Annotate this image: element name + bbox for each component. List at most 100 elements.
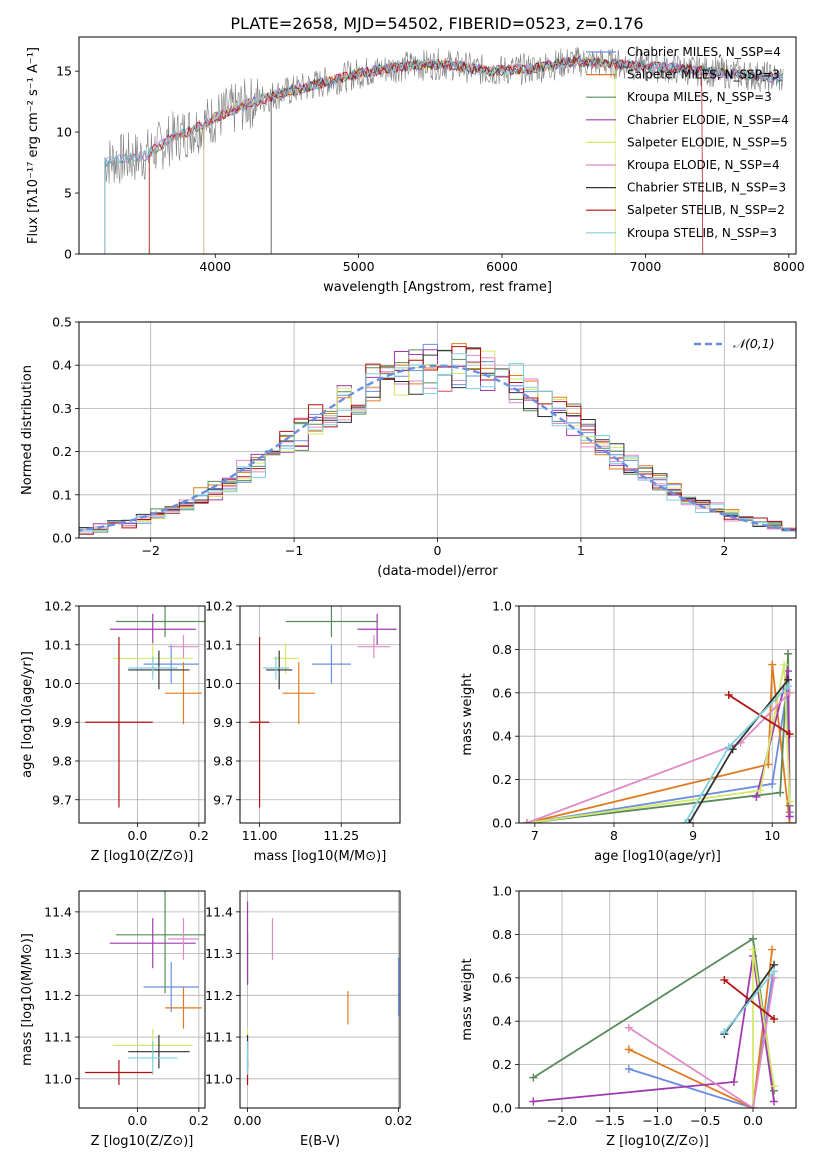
data-point-yellow [780,660,789,669]
y-axis-label: Normed distribution [20,365,35,495]
axes-frame [518,890,797,1109]
data-point-green [529,1073,538,1082]
y-tick-label: 11.1 [205,1030,233,1045]
plot-area-5 [85,891,205,1086]
y-tick-label: 0.6 [492,685,512,700]
legend-entry: Chabrier STELIB, N_SSP=3 [627,181,786,195]
x-tick-label: −2 [141,543,159,558]
x-axis-label: E(B-V) [300,1134,340,1149]
axes-3: 11.00 11.25 9.7 9.8 9.9 10.0 10.1 10.2 mass [log… [205,599,400,864]
data-point-red [720,975,729,984]
y-tick-label: 11.4 [205,904,233,919]
axes-frame [78,605,206,824]
y-axis-label: mass [log10(M/M⊙)] [20,933,35,1066]
x-tick-label: 11.00 [242,828,278,843]
y-tick-label: 10 [56,125,72,140]
model-spectrum-black [270,54,783,254]
series-line-pink [526,692,791,823]
data-point-yellow [756,786,765,795]
legend-entry: 𝒩(0,1) [733,336,775,351]
plot-area-6 [246,901,400,1086]
legend: Chabrier MILES, N_SSP=4 Salpeter MILES, N… [586,45,789,240]
data-point-red [770,1015,779,1024]
y-tick-label: 9.8 [52,754,72,769]
y-tick-label: 1.0 [492,599,512,614]
data-point-yellow [785,797,794,806]
y-tick-label: 11.3 [44,946,72,961]
data-point-magenta [529,1097,538,1106]
series-line-blue [526,692,791,823]
axes-frame [78,36,797,255]
x-tick-label: 0.0 [127,828,147,843]
x-tick-label: 4000 [199,259,231,274]
data-point-blue [768,779,777,788]
y-tick-label: 0.2 [52,444,72,459]
y-tick-label: 0.4 [492,729,512,744]
y-tick-label: 0.1 [52,487,72,502]
y-axis-label: mass weight [460,958,475,1040]
data-point-magenta [785,812,794,821]
data-point-orange [624,1045,633,1054]
data-point-red [785,730,794,739]
data-point-pink [785,688,794,697]
y-tick-label: 11.1 [44,1030,72,1045]
axes-5: 0.0 0.2 11.0 11.1 11.2 11.3 11.4 Z [log10(Z/Z⊙)… [20,891,209,1149]
axes-1: −2 −1 0 1 2 0.0 0.1 0.2 0.3 0.4 0.5 (data-model)/er… [20,315,796,579]
y-tick-label: 9.7 [213,792,233,807]
series-line-cyan [723,970,775,1033]
y-tick-label: 0.0 [492,1101,512,1116]
x-tick-label: 0.00 [234,1113,262,1128]
y-tick-label: 0.5 [52,315,72,330]
y-tick-label: 0.4 [52,358,72,373]
series-line-red [728,694,791,735]
x-axis-label: Z [log10(Z/Z⊙)] [606,1134,709,1149]
data-point-magenta [770,1097,779,1106]
y-tick-label: 11.2 [44,988,72,1003]
x-tick-label: 11.25 [323,828,359,843]
series-line-green [526,653,791,823]
x-tick-label: −2.0 [547,1113,577,1128]
data-point-cyan [770,967,779,976]
y-tick-label: 11.3 [205,946,233,961]
y-tick-label: 9.8 [213,754,233,769]
data-point-black [685,819,694,823]
y-tick-label: 0.6 [492,970,512,985]
axes-frame [78,321,797,539]
legend-entry: Chabrier ELODIE, N_SSP=4 [627,113,789,127]
data-point-magenta [729,1077,738,1086]
y-tick-label: 0.0 [492,816,512,831]
data-point-yellow [770,1082,779,1091]
y-tick-label: 0.2 [492,772,512,787]
y-axis-label: age [log10(age/yr)] [20,651,35,778]
x-tick-label: −0.5 [690,1113,720,1128]
axes-4: 7 8 9 10 0.0 0.2 0.4 0.6 0.8 1.0 age [log10(age/yr… [460,599,796,864]
legend-entry: Salpeter ELODIE, N_SSP=5 [627,135,788,149]
data-point-green [749,934,758,943]
x-tick-label: 1 [577,543,585,558]
model-spectrum-yellow [203,55,616,254]
y-tick-label: 10.1 [44,637,72,652]
x-axis-label: age [log10(age/yr)] [594,849,721,864]
legend: 𝒩(0,1) [694,336,775,351]
plot-area-4 [522,649,794,823]
spectrum-title: PLATE=2658, MJD=54502, FIBERID=0523, z=0… [230,14,643,33]
x-tick-label: 7000 [630,259,662,274]
x-tick-label: 9 [689,828,697,843]
axes-frame [78,890,206,1109]
legend-entry: Chabrier MILES, N_SSP=4 [627,45,781,59]
x-tick-label: −1.0 [642,1113,672,1128]
data-point-green [776,788,785,797]
x-axis-label: wavelength [Angstrom, rest frame] [323,280,552,295]
y-tick-label: 0.2 [492,1057,512,1072]
x-axis-label: Z [log10(Z/Z⊙)] [91,1134,194,1149]
y-tick-label: 11.0 [205,1071,233,1086]
axes-6: 0.00 0.02 11.0 11.1 11.2 11.3 11.4 E(B-V) [205,891,412,1149]
legend-entry: Kroupa STELIB, N_SSP=3 [627,226,777,240]
data-point-pink [749,1104,758,1108]
model-spectrum-green [104,56,784,254]
x-axis-label: (data-model)/error [377,564,498,579]
y-tick-label: 10.0 [205,676,233,691]
y-tick-label: 11.4 [44,904,72,919]
data-point-cyan [724,743,733,752]
